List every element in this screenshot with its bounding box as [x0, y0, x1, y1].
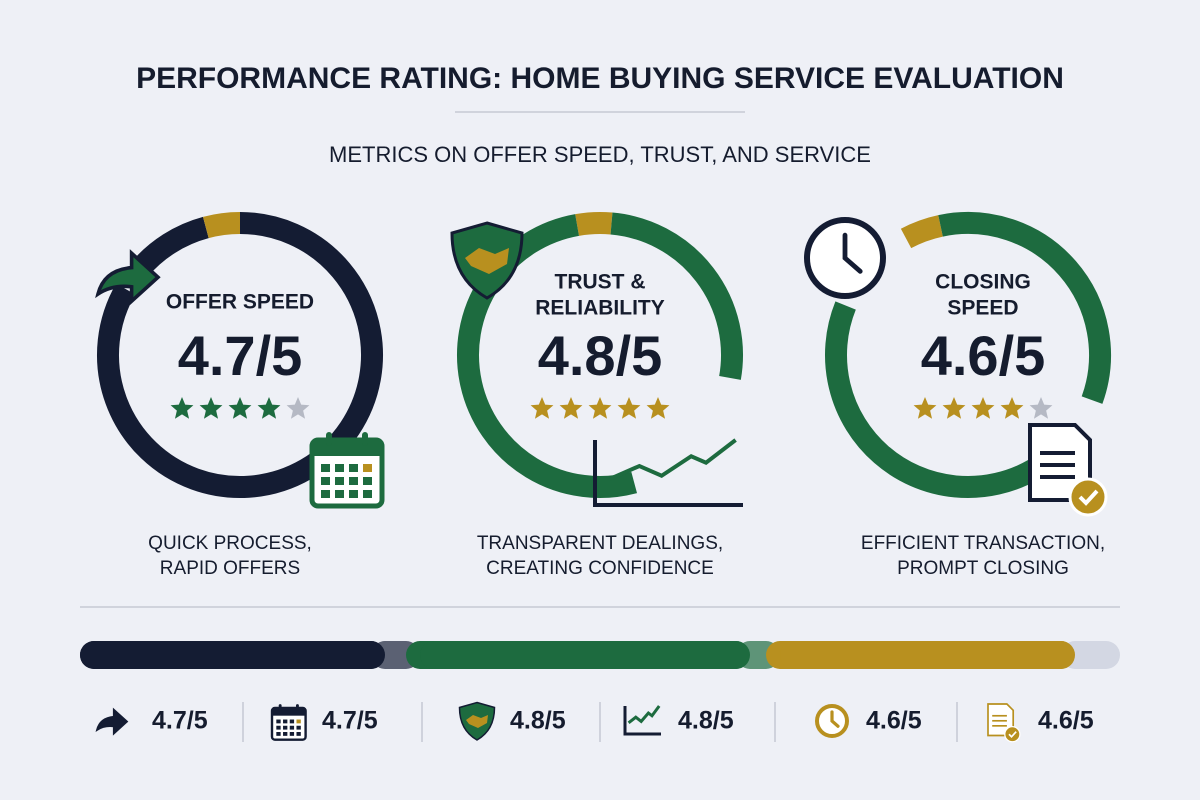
summary-rating: 4.7/5 — [152, 707, 208, 735]
progress-segment — [371, 641, 420, 669]
star — [913, 397, 937, 419]
star — [971, 397, 995, 419]
card-description: EFFICIENT TRANSACTION, — [861, 533, 1105, 554]
card-rating: 4.8/5 — [538, 324, 663, 387]
calendar-icon — [321, 464, 330, 472]
star — [199, 397, 223, 419]
calendar-icon — [289, 725, 295, 730]
star — [559, 397, 583, 419]
calendar-icon — [335, 490, 344, 498]
calendar-icon — [278, 704, 282, 711]
clock-icon — [842, 232, 863, 274]
arrow-icon — [95, 249, 161, 306]
star — [942, 397, 966, 419]
ring-arc — [202, 212, 241, 239]
arrow-icon — [95, 707, 129, 736]
calendar-icon — [312, 440, 382, 456]
chart-icon — [623, 706, 661, 736]
calendar-icon — [283, 719, 288, 724]
chart-icon — [593, 440, 743, 507]
document-icon — [1028, 423, 1092, 502]
summary-rating: 4.8/5 — [510, 707, 566, 735]
star — [588, 397, 612, 419]
calendar-icon — [335, 464, 344, 472]
calendar-icon — [321, 490, 330, 498]
calendar-icon — [363, 464, 372, 472]
calendar-icon — [276, 725, 281, 730]
card-rating: 4.7/5 — [178, 324, 303, 387]
calendar-icon — [363, 477, 372, 485]
star — [257, 397, 281, 419]
calendar-icon — [349, 464, 358, 472]
calendar-icon — [363, 490, 372, 498]
subtitle: METRICS ON OFFER SPEED, TRUST, AND SERVI… — [329, 142, 871, 167]
chart-icon — [608, 438, 737, 481]
ring-arc — [575, 212, 613, 236]
calendar-icon — [349, 490, 358, 498]
calendar-icon — [283, 725, 288, 730]
ring-arc — [97, 212, 383, 498]
card-label: RELIABILITY — [535, 297, 665, 320]
document-icon — [1004, 726, 1021, 743]
card-label: TRUST & — [555, 271, 646, 294]
card-rating: 4.6/5 — [921, 324, 1046, 387]
ring-arc — [610, 212, 743, 380]
calendar-icon — [272, 708, 306, 716]
document-icon — [1008, 731, 1017, 738]
card-description: CREATING CONFIDENCE — [486, 558, 714, 579]
calendar-icon — [362, 432, 368, 446]
calendar-icon — [289, 732, 295, 736]
calendar-icon — [276, 732, 281, 736]
card-label: OFFER SPEED — [166, 291, 314, 314]
star — [170, 397, 194, 419]
handshake-icon — [465, 248, 509, 274]
clock-icon — [830, 710, 840, 728]
calendar-icon — [296, 704, 299, 711]
star — [530, 397, 554, 419]
calendar-icon — [321, 477, 330, 485]
handshake-icon — [466, 715, 488, 728]
calendar-icon — [349, 477, 358, 485]
card-label: CLOSING — [935, 271, 1031, 294]
star — [228, 397, 252, 419]
progress-segment — [420, 641, 750, 669]
calendar-icon — [289, 719, 295, 724]
star — [1029, 397, 1053, 419]
calendar-icon — [326, 432, 332, 446]
card-description: QUICK PROCESS, — [148, 533, 312, 554]
graphics: OFFER SPEED 4.7/5 QUICK PROCESS, RAPID OFFE… — [80, 212, 1120, 743]
ring-arc — [825, 301, 1040, 498]
summary-rating: 4.6/5 — [866, 707, 922, 735]
calendar-icon — [296, 725, 301, 730]
calendar-icon — [296, 719, 301, 724]
star — [646, 397, 670, 419]
progress-segment — [780, 641, 1075, 669]
ring-arc — [938, 212, 1111, 404]
calendar-icon — [283, 732, 288, 736]
ring-arc — [900, 215, 944, 249]
calendar-icon — [335, 477, 344, 485]
progress-segment — [1061, 641, 1120, 669]
summary-rating: 4.7/5 — [322, 707, 378, 735]
calendar-icon — [276, 719, 281, 724]
card-description: PROMPT CLOSING — [897, 558, 1069, 579]
document-icon — [1068, 477, 1108, 517]
progress-segment — [80, 641, 385, 669]
card-description: TRANSPARENT DEALINGS, — [477, 533, 723, 554]
calendar-icon — [296, 732, 301, 736]
card-label: SPEED — [947, 297, 1018, 320]
star — [286, 397, 310, 419]
summary-rating: 4.8/5 — [678, 707, 734, 735]
summary-rating: 4.6/5 — [1038, 707, 1094, 735]
star — [1000, 397, 1024, 419]
title: PERFORMANCE RATING: HOME BUYING SERVICE … — [136, 62, 1064, 95]
star — [617, 397, 641, 419]
chart-icon — [627, 705, 661, 724]
document-icon — [987, 703, 1015, 737]
document-icon — [1078, 489, 1099, 506]
card-description: RAPID OFFERS — [160, 558, 300, 579]
